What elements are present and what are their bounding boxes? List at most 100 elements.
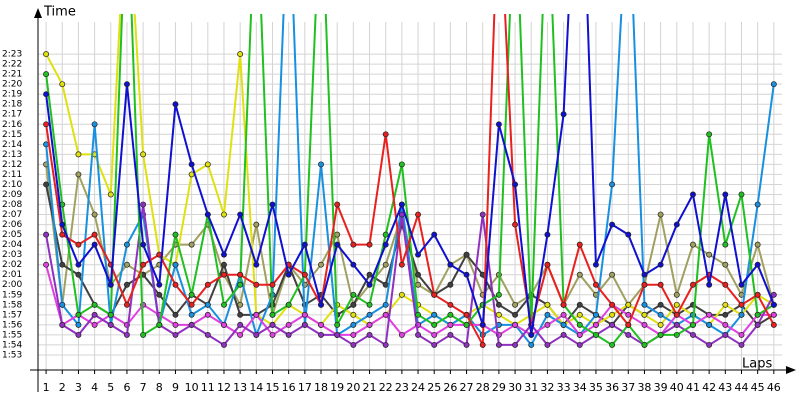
point xyxy=(107,281,114,288)
point xyxy=(560,111,567,118)
point xyxy=(722,261,729,268)
point xyxy=(592,331,599,338)
point xyxy=(770,291,777,298)
point xyxy=(237,331,244,338)
point xyxy=(75,271,82,278)
point xyxy=(576,271,583,278)
point xyxy=(625,331,632,338)
y-tick-label: 1:58 xyxy=(2,300,22,310)
point xyxy=(657,331,664,338)
y-tick-label: 2:21 xyxy=(2,70,22,80)
point xyxy=(512,311,519,318)
point xyxy=(75,261,82,268)
y-tick-label: 1:55 xyxy=(2,330,22,340)
point xyxy=(350,241,357,248)
x-tick-label: 11 xyxy=(201,381,215,394)
point xyxy=(75,331,82,338)
point xyxy=(609,311,616,318)
point xyxy=(431,311,438,318)
point xyxy=(382,241,389,248)
point xyxy=(382,261,389,268)
x-tick-label: 9 xyxy=(172,381,179,394)
y-axis-label: Time xyxy=(43,5,76,20)
point xyxy=(609,321,616,328)
point xyxy=(495,121,502,128)
x-axis-arrow xyxy=(786,366,796,374)
point xyxy=(366,301,373,308)
point xyxy=(269,311,276,318)
point xyxy=(641,271,648,278)
point xyxy=(738,281,745,288)
point xyxy=(657,211,664,218)
x-tick-label: 34 xyxy=(573,381,587,394)
point xyxy=(738,341,745,348)
point xyxy=(107,311,114,318)
point xyxy=(463,311,470,318)
point xyxy=(479,341,486,348)
point xyxy=(560,321,567,328)
x-tick-label: 19 xyxy=(330,381,344,394)
point xyxy=(544,311,551,318)
y-tick-label: 2:08 xyxy=(2,200,22,210)
point xyxy=(754,311,761,318)
point xyxy=(318,161,324,168)
point xyxy=(722,311,729,318)
point xyxy=(237,311,244,318)
point xyxy=(415,311,421,318)
y-tick-label: 2:17 xyxy=(2,110,22,120)
point xyxy=(576,341,583,348)
point xyxy=(754,201,761,208)
x-tick-label: 25 xyxy=(427,381,441,394)
point xyxy=(301,271,308,278)
point xyxy=(560,311,567,318)
point xyxy=(512,221,519,228)
point xyxy=(382,131,389,138)
point xyxy=(415,331,421,338)
point xyxy=(431,231,438,238)
x-tick-label: 16 xyxy=(282,381,296,394)
point xyxy=(479,321,486,328)
point xyxy=(221,211,227,218)
point xyxy=(738,191,745,198)
point xyxy=(59,81,66,88)
point xyxy=(237,271,244,278)
point xyxy=(609,341,616,348)
point xyxy=(221,251,227,258)
point xyxy=(592,311,599,318)
y-tick-label: 2:11 xyxy=(2,170,22,180)
point xyxy=(253,331,260,338)
point xyxy=(91,311,98,318)
point xyxy=(463,251,470,258)
point xyxy=(657,321,664,328)
y-tick-label: 2:01 xyxy=(2,270,22,280)
x-tick-label: 7 xyxy=(140,381,147,394)
point xyxy=(43,231,50,238)
series-line xyxy=(45,14,775,336)
point xyxy=(75,321,82,328)
x-tick-label: 39 xyxy=(654,381,668,394)
point xyxy=(123,331,130,338)
point xyxy=(204,161,211,168)
point xyxy=(221,271,227,278)
x-tick-label: 38 xyxy=(637,381,651,394)
point xyxy=(706,281,713,288)
point xyxy=(350,331,357,338)
point xyxy=(609,221,616,228)
point xyxy=(495,341,502,348)
point xyxy=(172,321,179,328)
point xyxy=(188,321,195,328)
point xyxy=(431,291,438,298)
point xyxy=(625,231,632,238)
point xyxy=(609,271,616,278)
point xyxy=(544,261,551,268)
point xyxy=(512,301,519,308)
point xyxy=(237,211,244,218)
point xyxy=(59,261,66,268)
x-tick-label: 43 xyxy=(718,381,732,394)
point xyxy=(512,181,519,188)
y-tick-label: 2:15 xyxy=(2,130,22,140)
y-tick-label: 1:57 xyxy=(2,310,22,320)
point xyxy=(463,271,470,278)
point xyxy=(657,311,664,318)
point xyxy=(544,341,551,348)
